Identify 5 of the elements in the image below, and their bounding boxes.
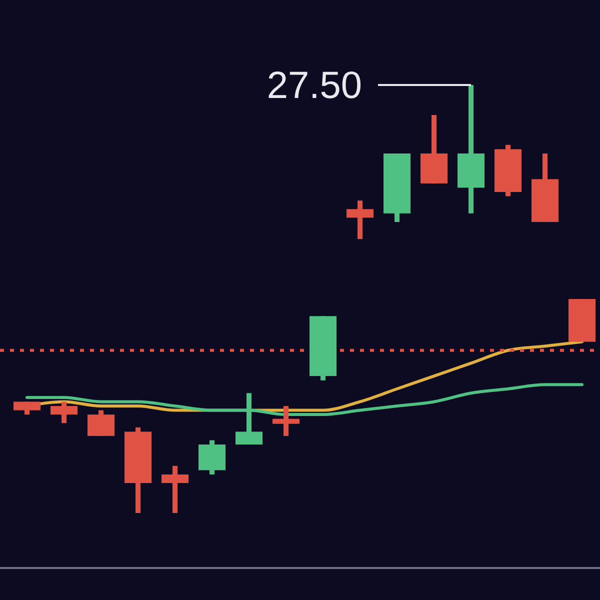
candlestick bbox=[346, 200, 374, 240]
candlestick bbox=[162, 466, 188, 513]
annotation: 27.50 bbox=[266, 65, 362, 107]
candlestick bbox=[50, 402, 78, 424]
candlestick bbox=[272, 406, 300, 436]
